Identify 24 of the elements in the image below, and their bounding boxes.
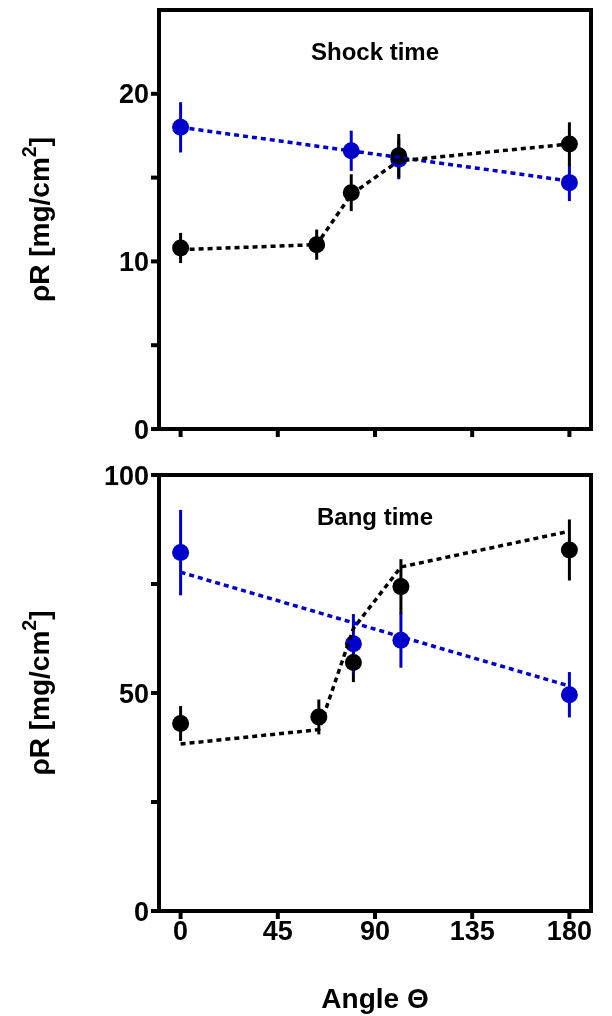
point [172, 715, 190, 733]
point [560, 174, 578, 192]
x-tick-label: 45 [262, 916, 293, 947]
x-axis-title: Angle Θ [321, 983, 429, 1014]
point [560, 135, 578, 153]
x-tick-label: 180 [546, 916, 592, 947]
x-tick-label: 90 [359, 916, 391, 947]
x-tick-label: 135 [449, 916, 495, 947]
point [172, 239, 190, 257]
point [172, 544, 190, 562]
point [172, 118, 190, 136]
point [344, 653, 362, 671]
text: Shock time [309, 38, 440, 66]
y-tick-label: 20 [118, 79, 149, 110]
y-tick-label: 100 [103, 460, 149, 491]
point [560, 541, 578, 559]
point [392, 578, 410, 596]
y-tick-label: 50 [118, 678, 149, 709]
y-tick-label: 0 [133, 414, 149, 445]
point [560, 686, 578, 704]
x-tick-label: 0 [173, 916, 189, 947]
text: Bang time [316, 503, 434, 531]
y-tick-label: 10 [118, 246, 149, 277]
y-tick-label: 0 [133, 896, 149, 927]
